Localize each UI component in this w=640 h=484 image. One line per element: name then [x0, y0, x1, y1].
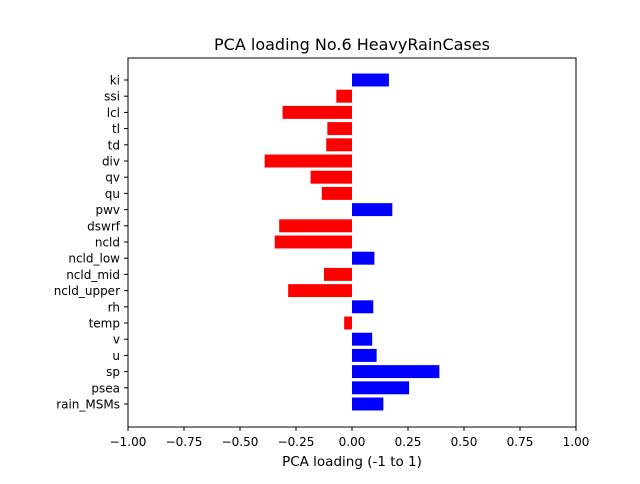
- bar-qv: [310, 170, 352, 184]
- bar-tl: [327, 122, 352, 136]
- bar-ncld-low: [352, 251, 375, 265]
- x-tick-label: 0.25: [395, 435, 422, 449]
- y-tick-label: u: [112, 349, 120, 363]
- bar-temp: [344, 316, 352, 330]
- bar-u: [352, 348, 377, 362]
- bar-ssi: [336, 89, 352, 103]
- bar-lcl: [282, 105, 352, 119]
- y-tick-label: rain_MSMs: [56, 398, 120, 412]
- axes-layer: ki ssi lcl tl td div qv qu pwv dswrf ncld ncld_lown…: [54, 57, 590, 449]
- bar-td: [326, 138, 352, 152]
- x-tick-label: 0.50: [451, 435, 478, 449]
- x-tick-label: −0.50: [222, 435, 259, 449]
- x-tick-label: 0.00: [339, 435, 366, 449]
- bar-ncld: [274, 235, 352, 249]
- x-tick-label: −1.00: [110, 435, 147, 449]
- bar-ncld-mid: [324, 267, 352, 281]
- x-axis-label: PCA loading (-1 to 1): [282, 454, 422, 470]
- y-tick-label: ki: [110, 74, 120, 88]
- y-tick-label: div: [102, 155, 120, 169]
- bar-div: [264, 154, 352, 168]
- y-tick-label: psea: [91, 381, 120, 395]
- chart-title: PCA loading No.6 HeavyRainCases: [214, 35, 490, 54]
- bar-v: [352, 332, 373, 346]
- bar-qu: [321, 186, 352, 200]
- y-tick-label: rh: [108, 300, 120, 314]
- bar-rh: [352, 300, 374, 314]
- y-tick-label: ssi: [104, 90, 120, 104]
- y-tick-label: dswrf: [87, 219, 121, 233]
- y-tick-label: temp: [89, 317, 120, 331]
- y-tick-label: qu: [105, 187, 120, 201]
- bar-ncld-upper: [288, 284, 352, 298]
- x-tick-label: 1.00: [563, 435, 590, 449]
- bar-psea: [352, 381, 410, 395]
- bar-ki: [352, 73, 389, 87]
- y-tick-label: tl: [112, 122, 120, 136]
- y-tick-label: sp: [106, 365, 120, 379]
- bar-rain-msms: [352, 397, 384, 411]
- y-tick-label: ncld_low: [68, 252, 120, 266]
- y-tick-label: ncld_mid: [66, 268, 120, 282]
- y-tick-label: qv: [105, 171, 120, 185]
- y-tick-label: td: [108, 138, 120, 152]
- x-tick-label: −0.75: [166, 435, 203, 449]
- y-tick-label: pwv: [95, 203, 120, 217]
- bar-sp: [352, 365, 440, 379]
- y-tick-label: v: [113, 333, 120, 347]
- x-tick-label: 0.75: [507, 435, 534, 449]
- bar-pwv: [352, 203, 393, 217]
- x-tick-label: −0.25: [278, 435, 315, 449]
- y-tick-label: ncld: [95, 236, 120, 250]
- bars-layer: [264, 73, 440, 411]
- bar-dswrf: [279, 219, 352, 233]
- y-tick-label: lcl: [107, 106, 120, 120]
- y-tick-label: ncld_upper: [54, 284, 120, 298]
